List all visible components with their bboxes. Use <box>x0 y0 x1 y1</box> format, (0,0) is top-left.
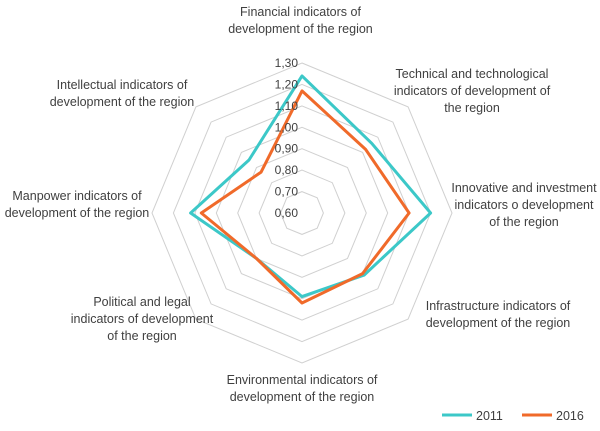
tick-label: 0,70 <box>275 185 299 199</box>
axis-label-infrastructure: Infrastructure indicators of development… <box>425 299 571 330</box>
tick-label: 0,80 <box>275 163 299 177</box>
grid-ring-0,70 <box>280 191 324 235</box>
axis-label-environmental: Environmental indicators of development … <box>226 373 378 404</box>
legend: 2011 2016 <box>442 409 584 423</box>
tick-labels: 0,60 0,70 0,80 0,90 1,00 1,10 1,20 1,30 <box>275 56 299 220</box>
series-group <box>189 74 433 305</box>
tick-label: 0,60 <box>275 206 299 220</box>
grid-ring-0,90 <box>237 148 367 278</box>
grid-ring-0,80 <box>258 169 346 257</box>
axis-label-technical: Technical and technological indicators o… <box>393 67 551 115</box>
tick-label: 0,90 <box>275 142 299 156</box>
tick-label: 1,30 <box>275 56 299 70</box>
tick-label: 1,20 <box>275 77 299 91</box>
tick-label: 1,00 <box>275 120 299 134</box>
axis-label-manpower: Manpower indicators of development of th… <box>4 189 150 220</box>
grid-ring-1,30 <box>151 62 453 364</box>
tick-label: 1,10 <box>275 99 299 113</box>
axis-label-political: Political and legal indicators of develo… <box>70 295 214 343</box>
axis-label-financial: Financial indicators of development of t… <box>228 5 373 36</box>
grid-ring-1,10 <box>194 105 410 321</box>
legend-label-2016: 2016 <box>556 409 584 423</box>
legend-label-2011: 2011 <box>476 409 503 423</box>
axis-label-innovative: Innovative and investment indicators o d… <box>451 181 597 229</box>
grid-ring-1,20 <box>172 83 432 343</box>
series-line-2016 <box>199 89 411 305</box>
series-line-2011 <box>189 74 433 299</box>
axis-label-intellectual: Intellectual indicators of development o… <box>49 78 195 109</box>
